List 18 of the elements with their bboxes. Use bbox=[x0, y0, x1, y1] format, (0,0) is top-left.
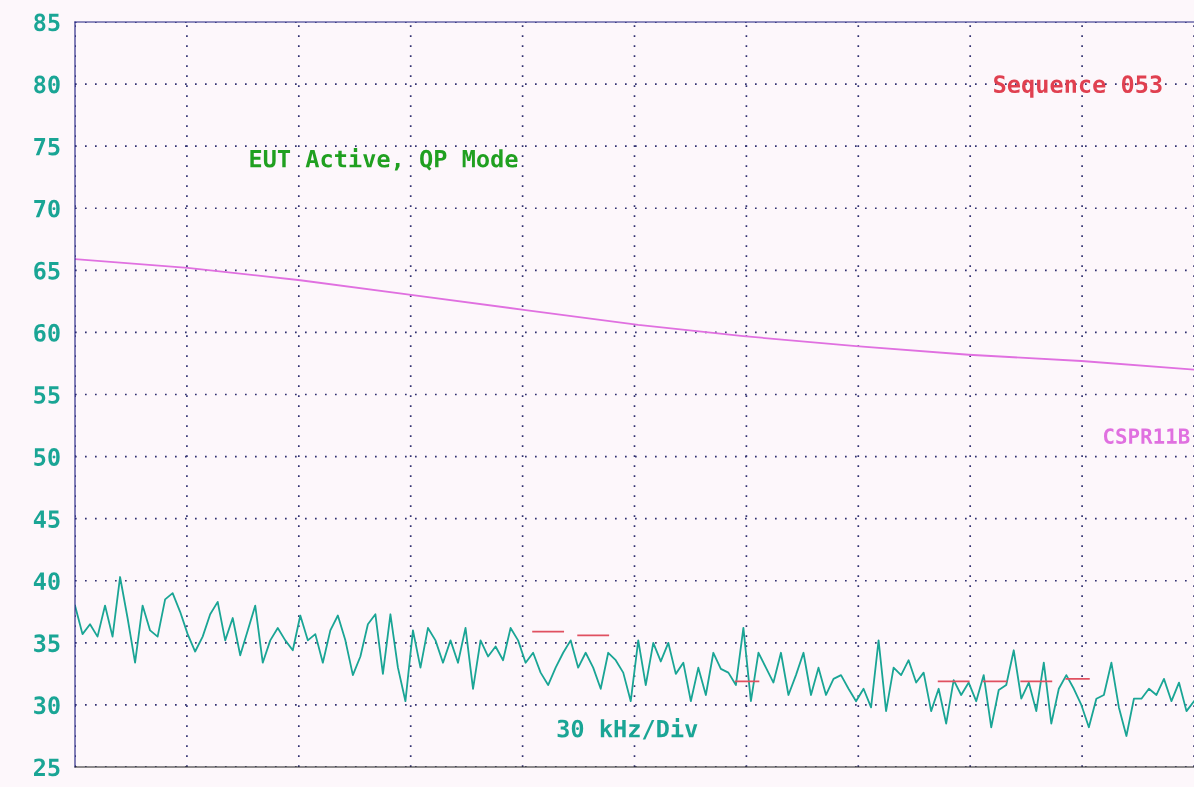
y-tick-label: 30 bbox=[34, 696, 60, 715]
text: CSPR11B bbox=[1103, 428, 1190, 444]
annotation: Sequence 053 bbox=[994, 75, 1162, 98]
y-tick-label: 65 bbox=[34, 261, 60, 280]
y-tick-label: 55 bbox=[34, 386, 60, 404]
y-tick-label: 50 bbox=[34, 448, 60, 466]
line-series bbox=[75, 258, 1194, 371]
annotation: 30 kHz/Div bbox=[557, 718, 698, 740]
y-tick-label: 70 bbox=[34, 199, 60, 218]
annotation: EUT Active, QP Mode bbox=[250, 148, 518, 171]
y-tick-label: 45 bbox=[33, 510, 60, 528]
y-tick-label: 40 bbox=[33, 572, 60, 591]
y-tick-label: 35 bbox=[34, 634, 60, 653]
y-tick-label: 75 bbox=[34, 137, 60, 156]
y-tick-label: 80 bbox=[34, 75, 60, 94]
y-tick-label: 25 bbox=[34, 758, 60, 777]
y-tick-label: 85 bbox=[34, 13, 60, 32]
y-tick-label: 60 bbox=[34, 323, 60, 342]
